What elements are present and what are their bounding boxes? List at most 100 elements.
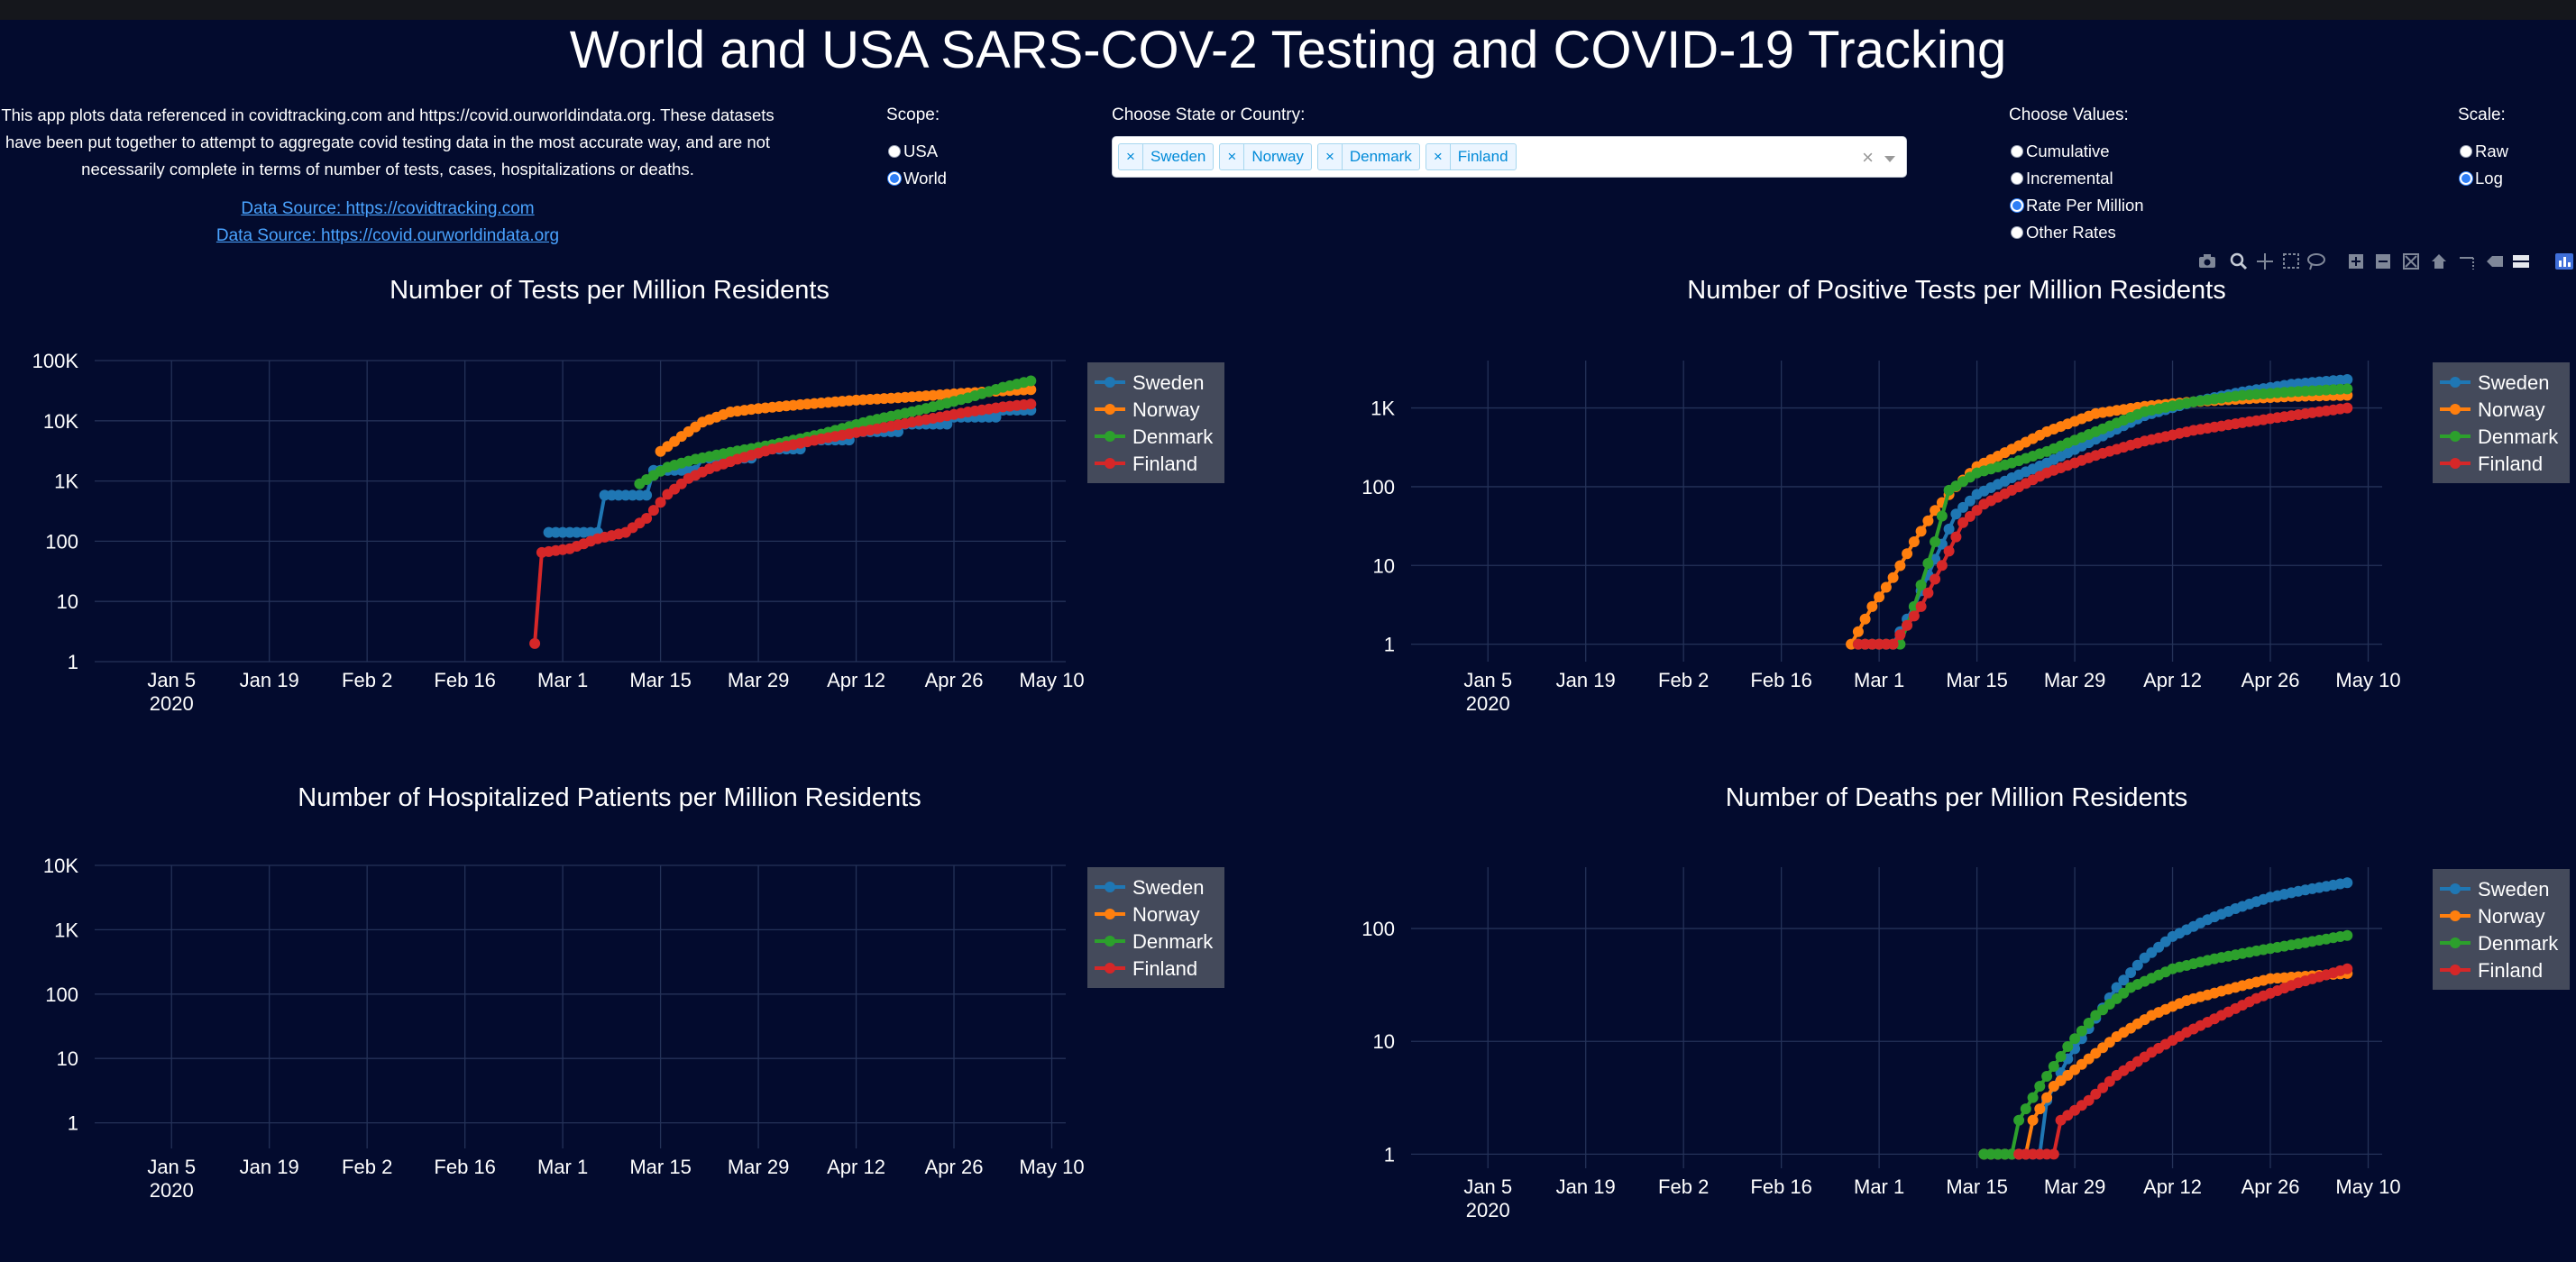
data-point-norway	[1894, 560, 1906, 572]
remove-tag-icon[interactable]: ×	[1220, 144, 1245, 169]
data-point-finland	[2083, 1094, 2095, 1106]
values-radio-cumulative[interactable]: Cumulative	[2011, 140, 2110, 163]
data-point-sweden	[941, 418, 953, 430]
data-point-finland	[1971, 505, 1983, 517]
x-tick-label: Mar 29	[2044, 1175, 2105, 1198]
legend-label: Sweden	[1132, 876, 1205, 899]
radio-button-icon[interactable]	[2011, 199, 2023, 212]
box-select-icon[interactable]	[2283, 253, 2299, 269]
radio-button-icon[interactable]	[888, 172, 901, 185]
legend-label: Norway	[2478, 905, 2545, 928]
covidtracking-link[interactable]: Data Source: https://covidtracking.com	[241, 199, 535, 218]
values-radio-incremental[interactable]: Incremental	[2011, 167, 2113, 190]
intro-text: This app plots data referenced in covidt…	[1, 105, 775, 178]
legend-label: Sweden	[2478, 371, 2550, 394]
y-tick-label: 1K	[54, 471, 78, 493]
x-tick-label: Apr 12	[827, 669, 885, 691]
lasso-select-icon[interactable]	[2307, 253, 2325, 270]
radio-button-icon[interactable]	[2011, 226, 2023, 239]
zoom-icon[interactable]	[2230, 252, 2248, 270]
data-point-denmark	[1025, 375, 1037, 387]
country-multiselect[interactable]: × Sweden × Norway × Denmark × Finland ×	[1112, 136, 1907, 178]
y-tick-label: 100K	[32, 350, 79, 372]
chevron-down-icon[interactable]	[1884, 156, 1895, 162]
camera-icon[interactable]	[2199, 254, 2215, 268]
data-point-norway	[1887, 572, 1899, 583]
y-tick-label: 1	[1384, 1143, 1395, 1166]
scope-radio-usa[interactable]: USA	[888, 140, 938, 163]
radio-button-icon[interactable]	[2011, 172, 2023, 185]
hover-compare-icon[interactable]	[2513, 255, 2529, 268]
data-point-sweden	[641, 489, 653, 501]
remove-tag-icon[interactable]: ×	[1318, 144, 1343, 169]
x-tick-label: 2020	[150, 1179, 194, 1202]
remove-tag-icon[interactable]: ×	[1119, 144, 1143, 169]
chart-legend: Sweden Norway Denmark Finland	[2433, 362, 2570, 483]
data-point-finland	[1936, 560, 1948, 572]
x-tick-label: Feb 2	[1658, 1175, 1709, 1198]
reset-axes-icon[interactable]	[2432, 254, 2446, 269]
data-point-finland	[2097, 1082, 2109, 1093]
pan-icon[interactable]	[2257, 253, 2273, 270]
data-point-denmark	[2342, 929, 2353, 941]
tag-label: Denmark	[1349, 148, 1412, 165]
scale-option: Raw	[2475, 142, 2509, 160]
hover-closest-icon[interactable]	[2487, 256, 2503, 267]
scale-radio-raw[interactable]: Raw	[2460, 140, 2508, 163]
x-tick-label: Jan 19	[240, 1156, 299, 1178]
scope-radio-world[interactable]: World	[888, 167, 947, 190]
x-tick-label: Mar 15	[1946, 669, 2007, 691]
plotly-logo-icon[interactable]	[2555, 253, 2573, 270]
legend-marker	[2450, 910, 2461, 921]
series-line-finland	[1857, 406, 2348, 646]
legend-marker	[1105, 963, 1115, 974]
radio-button-icon[interactable]	[888, 145, 901, 158]
x-tick-label: Mar 1	[537, 1156, 588, 1178]
data-point-denmark	[1915, 580, 1927, 590]
x-tick-label: Jan 19	[240, 669, 299, 691]
data-point-sweden	[1943, 523, 1955, 535]
autoscale-icon[interactable]	[2403, 253, 2419, 270]
location-label: Choose State or Country:	[1112, 105, 1306, 124]
legend-label: Finland	[2478, 959, 2543, 982]
x-tick-label: Mar 1	[1854, 1175, 1904, 1198]
spike-lines-icon[interactable]	[2460, 257, 2474, 270]
values-radio-rate-per-million[interactable]: Rate Per Million	[2011, 194, 2144, 217]
y-tick-label: 10	[57, 590, 78, 613]
data-point-norway	[1880, 581, 1892, 593]
selected-tag-norway: × Norway	[1219, 143, 1312, 170]
radio-button-icon[interactable]	[2011, 145, 2023, 158]
ourworldindata-link[interactable]: Data Source: https://covid.ourworldindat…	[215, 226, 560, 245]
legend-label: Sweden	[1132, 371, 1205, 394]
y-tick-label: 100	[1361, 476, 1395, 498]
x-tick-label: Feb 16	[434, 1156, 496, 1178]
legend-marker	[2450, 937, 2461, 948]
x-tick-label: Feb 16	[434, 669, 496, 691]
x-tick-label: Mar 29	[2044, 669, 2105, 691]
data-point-sweden	[1957, 501, 1969, 513]
values-radio-other-rates[interactable]: Other Rates	[2011, 221, 2116, 244]
data-point-norway	[2034, 1103, 2046, 1115]
y-tick-label: 1	[68, 1112, 78, 1135]
x-tick-label: Feb 2	[342, 1156, 392, 1178]
chart-title-deaths: Number of Deaths per Million Residents	[1725, 783, 2188, 812]
data-point-finland	[2104, 1075, 2115, 1087]
x-tick-label: Mar 1	[1854, 669, 1904, 691]
scale-option: Log	[2475, 169, 2503, 187]
data-point-finland	[1915, 600, 1927, 612]
zoom-out-icon[interactable]	[2376, 254, 2390, 269]
radio-button-icon[interactable]	[2460, 145, 2472, 158]
remove-tag-icon[interactable]: ×	[1426, 144, 1451, 169]
intro-section: This app plots data referenced in covidt…	[0, 102, 775, 250]
zoom-in-icon[interactable]	[2349, 254, 2363, 269]
clear-all-icon[interactable]: ×	[1862, 146, 1874, 169]
scale-radio-log[interactable]: Log	[2460, 167, 2503, 190]
legend-marker	[2450, 431, 2461, 442]
legend-label: Norway	[1132, 398, 1200, 421]
x-tick-label: Apr 26	[925, 1156, 984, 1178]
radio-button-icon[interactable]	[2460, 172, 2472, 185]
